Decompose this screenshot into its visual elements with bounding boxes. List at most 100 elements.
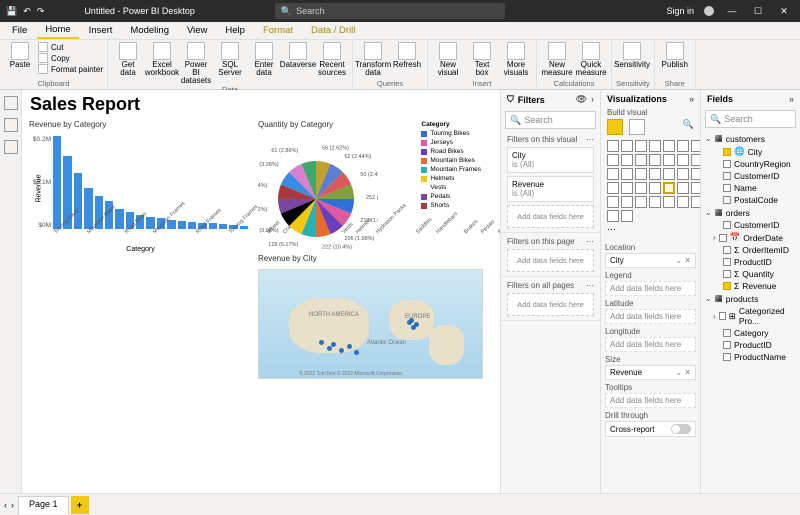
field-orderdate[interactable]: ›📅OrderDate (705, 231, 796, 244)
ribbon-publish[interactable]: Publish (659, 42, 691, 69)
visual-type-24[interactable] (649, 182, 661, 194)
bar-chart-visual[interactable]: Revenue by Category Revenue $0.2M$0.1M$0… (28, 117, 253, 252)
menu-tab-insert[interactable]: Insert (81, 23, 121, 38)
visual-type-30[interactable] (635, 196, 647, 208)
ribbon-excel-workbook[interactable]: Excelworkbook (146, 42, 178, 77)
field-well-size[interactable]: Revenue⌄ ✕ (605, 365, 696, 380)
visual-type-15[interactable] (621, 168, 633, 180)
visual-type-9[interactable] (635, 154, 647, 166)
ribbon-refresh[interactable]: Refresh (391, 42, 423, 69)
table-customers[interactable]: ⌄▦customers (705, 132, 796, 145)
visual-type-26[interactable] (677, 182, 689, 194)
visual-type-22[interactable] (621, 182, 633, 194)
menu-tab-format[interactable]: Format (255, 23, 301, 38)
data-view-icon[interactable] (4, 118, 18, 132)
field-name[interactable]: Name (705, 182, 796, 194)
visual-type-0[interactable] (607, 140, 619, 152)
visual-type-36[interactable] (621, 210, 633, 222)
collapse-icon[interactable]: » (689, 94, 694, 104)
filter-drop-well[interactable]: Add data fields here (507, 249, 594, 272)
menu-tab-help[interactable]: Help (217, 23, 253, 38)
save-icon[interactable]: 💾 (6, 6, 17, 17)
pie-chart-visual[interactable]: Quantity by Category 252 (17.87%)210 (1.… (257, 117, 482, 252)
menu-tab-datadrill[interactable]: Data / Drill (303, 23, 363, 38)
report-view-icon[interactable] (4, 96, 18, 110)
field-customerid[interactable]: CustomerID (705, 219, 796, 231)
visual-type-16[interactable] (635, 168, 647, 180)
model-view-icon[interactable] (4, 140, 18, 154)
field-well-longitude[interactable]: Add data fields here (605, 337, 696, 352)
field-postalcode[interactable]: PostalCode (705, 194, 796, 206)
ribbon-sensitivity[interactable]: Sensitivity (616, 42, 648, 69)
search-icon[interactable]: 🔍 (683, 119, 694, 135)
eye-icon[interactable]: 👁 (576, 94, 587, 105)
field-customerid[interactable]: CustomerID (705, 170, 796, 182)
filter-card[interactable]: Cityis (All) (507, 147, 594, 173)
field-productname[interactable]: ProductName (705, 351, 796, 363)
cross-report-toggle[interactable]: Cross-report (605, 421, 696, 437)
field-city[interactable]: 🌐City (705, 145, 796, 158)
more-visuals-icon[interactable]: ⋯ (607, 224, 619, 235)
ribbon-recent-sources[interactable]: Recentsources (316, 42, 348, 77)
ribbon-power-bi-datasets[interactable]: PowerBI datasets (180, 42, 212, 85)
visual-type-21[interactable] (607, 182, 619, 194)
map-visual[interactable]: NORTH AMERICA EUROPE Atlantic Ocean © 20… (258, 269, 483, 379)
table-products[interactable]: ⌄▦products (705, 292, 796, 305)
ribbon-dataverse[interactable]: Dataverse (282, 42, 314, 69)
visual-type-32[interactable] (663, 196, 675, 208)
minimize-button[interactable]: — (724, 6, 740, 16)
report-canvas[interactable]: Sales Report Revenue by Category Revenue… (22, 90, 500, 493)
format-painter-button[interactable]: Format painter (38, 64, 103, 74)
filter-card[interactable]: Revenueis (All) (507, 176, 594, 202)
ribbon-get-data[interactable]: Getdata (112, 42, 144, 77)
more-icon[interactable]: ⋯ (586, 135, 594, 144)
field-well-location[interactable]: City⌄ ✕ (605, 253, 696, 268)
field-categorizedpro[interactable]: ›⊞Categorized Pro... (705, 305, 796, 327)
redo-icon[interactable]: ↷ (37, 6, 45, 17)
sign-in-link[interactable]: Sign in (666, 6, 694, 16)
field-well-latitude[interactable]: Add data fields here (605, 309, 696, 324)
build-mode-button[interactable] (607, 119, 623, 135)
ribbon-more-visuals[interactable]: Morevisuals (500, 42, 532, 77)
field-revenue[interactable]: ΣRevenue (705, 280, 796, 292)
field-well-legend[interactable]: Add data fields here (605, 281, 696, 296)
add-page-button[interactable]: + (71, 496, 89, 514)
close-button[interactable]: ✕ (776, 6, 792, 17)
field-productid[interactable]: ProductID (705, 339, 796, 351)
visual-type-4[interactable] (663, 140, 675, 152)
field-well-tooltips[interactable]: Add data fields here (605, 393, 696, 408)
visual-type-10[interactable] (649, 154, 661, 166)
collapse-icon[interactable]: › (591, 94, 594, 105)
table-orders[interactable]: ⌄▦orders (705, 206, 796, 219)
ribbon-sql-server[interactable]: SQLServer (214, 42, 246, 77)
field-orderitemid[interactable]: ΣOrderItemID (705, 244, 796, 256)
page-tab[interactable]: Page 1 (18, 496, 69, 514)
format-mode-button[interactable] (629, 119, 645, 135)
visual-type-1[interactable] (621, 140, 633, 152)
menu-tab-file[interactable]: File (4, 23, 35, 38)
visual-type-3[interactable] (649, 140, 661, 152)
field-productid[interactable]: ProductID (705, 256, 796, 268)
visual-type-29[interactable] (621, 196, 633, 208)
ribbon-text-box[interactable]: Textbox (466, 42, 498, 77)
paste-button[interactable]: Paste (4, 42, 36, 69)
filter-drop-well[interactable]: Add data fields here (507, 293, 594, 316)
fields-search[interactable]: 🔍Search (705, 110, 796, 128)
field-quantity[interactable]: ΣQuantity (705, 268, 796, 280)
field-countryregion[interactable]: CountryRegion (705, 158, 796, 170)
prev-page-icon[interactable]: ‹ (0, 500, 11, 510)
more-icon[interactable]: ⋯ (586, 237, 594, 246)
collapse-icon[interactable]: » (789, 94, 794, 104)
menu-tab-home[interactable]: Home (37, 22, 78, 39)
filter-drop-well[interactable]: Add data fields here (507, 205, 594, 228)
next-page-icon[interactable]: › (11, 500, 14, 510)
visual-type-28[interactable] (607, 196, 619, 208)
visual-type-5[interactable] (677, 140, 689, 152)
ribbon-new-visual[interactable]: Newvisual (432, 42, 464, 77)
visual-type-12[interactable] (677, 154, 689, 166)
visual-type-2[interactable] (635, 140, 647, 152)
menu-tab-modeling[interactable]: Modeling (122, 23, 177, 38)
visual-type-14[interactable] (607, 168, 619, 180)
more-icon[interactable]: ⋯ (586, 281, 594, 290)
ribbon-enter-data[interactable]: Enterdata (248, 42, 280, 77)
